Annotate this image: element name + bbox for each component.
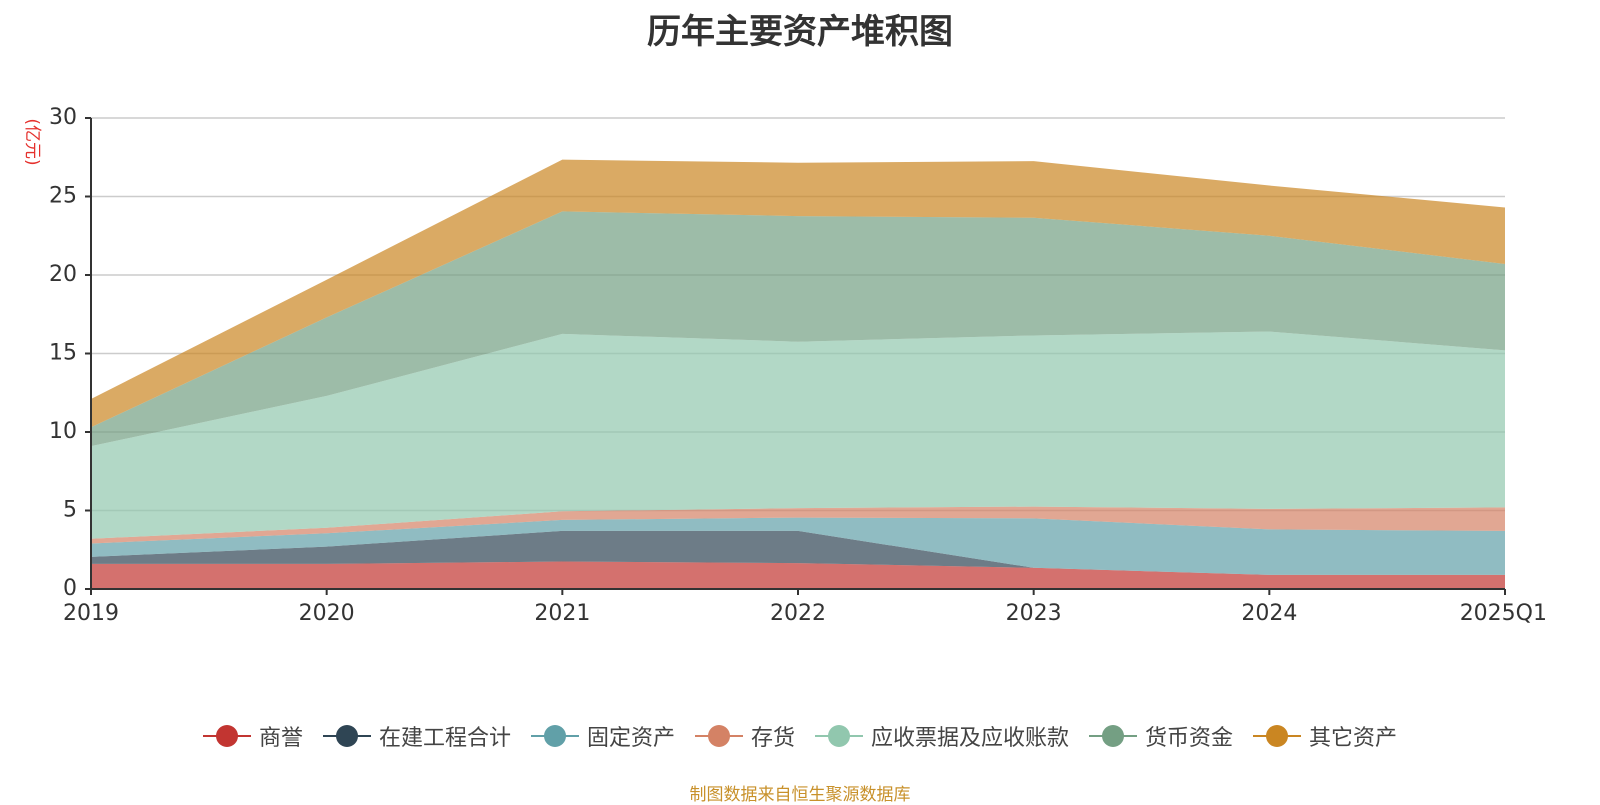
legend-label: 商誉: [258, 726, 303, 751]
y-tick-label: 10: [49, 419, 77, 444]
legend-label: 存货: [750, 726, 795, 751]
area-series-0: [91, 561, 1505, 589]
legend-item-6[interactable]: 其它资产: [1253, 720, 1397, 752]
legend-item-3[interactable]: 存货: [694, 720, 795, 752]
legend-item-1[interactable]: 在建工程合计: [322, 720, 511, 752]
area-series-5: [91, 211, 1505, 447]
area-series-4: [91, 331, 1505, 539]
legend-swatch: [1253, 724, 1302, 748]
area-series-1: [91, 530, 1505, 575]
y-tick-label: 30: [49, 105, 77, 130]
legend-label: 应收票据及应收账款: [871, 726, 1070, 751]
x-tick-label: 2020: [299, 601, 355, 626]
legend-item-2[interactable]: 固定资产: [530, 720, 675, 752]
x-tick-label: 2021: [534, 601, 590, 626]
legend-swatch: [694, 724, 743, 748]
chart-title: 历年主要资产堆积图: [647, 12, 953, 52]
x-tick-label: 2023: [1006, 601, 1062, 626]
area-series-6: [91, 159, 1505, 428]
area-series-2: [91, 517, 1505, 575]
legend-swatch: [322, 724, 371, 748]
chart-legend: 商誉 在建工程合计 固定资产 存货 应收票据及应收账款 货币资金 其它资产: [0, 720, 1600, 752]
legend-item-4[interactable]: 应收票据及应收账款: [815, 720, 1069, 752]
legend-label: 固定资产: [586, 726, 675, 751]
data-source-note: 制图数据来自恒生聚源数据库: [689, 785, 911, 805]
legend-label: 货币资金: [1145, 726, 1234, 751]
legend-label: 其它资产: [1309, 726, 1398, 751]
y-tick-label: 25: [49, 184, 77, 209]
y-tick-label: 20: [49, 262, 77, 287]
area-series-3: [91, 506, 1505, 544]
axis-layer: 0 5 10 15 20 25 30 2019 2020 2021 2022 2023 2024 2025…: [49, 105, 1547, 626]
x-tick-label: 2025Q1: [1460, 601, 1547, 626]
legend-swatch: [1089, 724, 1138, 748]
legend-item-5[interactable]: 货币资金: [1089, 720, 1233, 752]
legend-swatch: [815, 724, 863, 748]
area-layer: [91, 159, 1505, 589]
y-tick-label: 0: [63, 576, 77, 601]
legend-label: 在建工程合计: [378, 726, 511, 751]
x-tick-label: 2022: [770, 601, 826, 626]
x-tick-label: 2019: [63, 601, 119, 626]
y-axis-unit-label: (亿元): [22, 118, 42, 165]
legend-swatch: [530, 724, 579, 748]
y-tick-label: 5: [63, 498, 77, 523]
x-tick-label: 2024: [1241, 601, 1297, 626]
y-tick-label: 15: [49, 341, 77, 366]
legend-swatch: [202, 724, 251, 748]
legend-item-0[interactable]: 商誉: [202, 720, 303, 752]
